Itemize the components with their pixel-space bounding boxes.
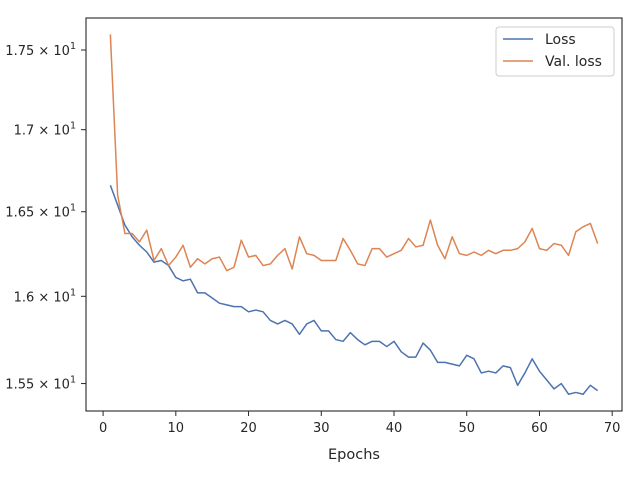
x-tick-label: 10 <box>168 421 185 436</box>
x-tick-label: 40 <box>386 421 403 436</box>
y-tick-label: 1.55 × 101 <box>5 375 76 393</box>
legend-label-val-loss: Val. loss <box>545 54 602 70</box>
y-axis: 1.55 × 101 1.6 × 101 1.65 × 101 1.7 × 101 1.… <box>5 41 86 393</box>
y-tick-label: 1.75 × 101 <box>5 41 76 59</box>
plot-background <box>86 18 622 411</box>
y-tick-label: 1.6 × 101 <box>14 287 76 305</box>
x-tick-label: 0 <box>99 421 107 436</box>
series-line-loss <box>109 184 599 395</box>
legend: Loss Val. loss <box>495 26 615 77</box>
x-tick-label: 20 <box>240 421 257 436</box>
y-tick-label: 1.65 × 101 <box>5 203 76 221</box>
x-axis: 0 10 20 30 40 50 60 70 <box>99 411 621 436</box>
x-tick-label: 70 <box>604 421 621 436</box>
y-tick-label: 1.7 × 101 <box>14 121 76 139</box>
x-tick-label: 30 <box>313 421 330 436</box>
plot-frame <box>85 17 623 412</box>
legend-label-loss: Loss <box>545 32 576 48</box>
series-line-val-loss <box>109 34 599 272</box>
x-tick-label: 60 <box>531 421 548 436</box>
x-tick-label: 50 <box>458 421 475 436</box>
series-layer <box>109 34 599 395</box>
x-axis-label: Epochs <box>328 447 380 463</box>
